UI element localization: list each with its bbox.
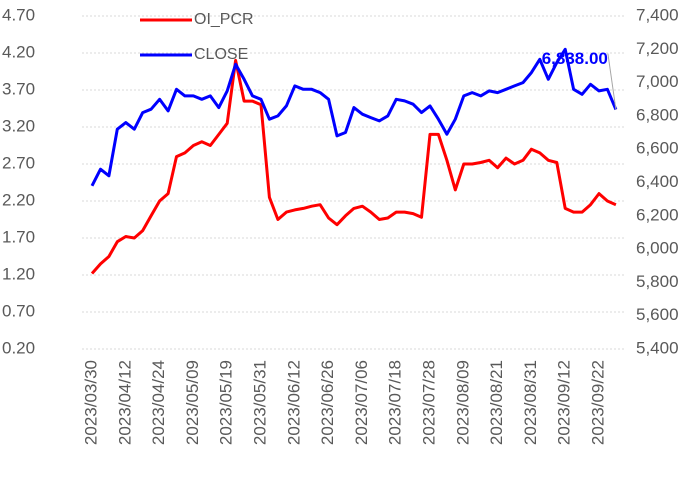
- y2-tick-label: 5,400: [636, 338, 679, 357]
- y-tick-label: 1.70: [2, 227, 35, 246]
- x-tick-label: 2023/04/12: [115, 360, 134, 445]
- y2-tick-label: 7,400: [636, 5, 679, 24]
- y-tick-label: 1.20: [2, 264, 35, 283]
- y2-tick-label: 6,000: [636, 239, 679, 258]
- y-tick-label: 4.20: [2, 42, 35, 61]
- x-tick-label: 2023/07/18: [386, 360, 405, 445]
- y2-tick-label: 6,600: [636, 139, 679, 158]
- x-tick-label: 2023/08/09: [453, 360, 472, 445]
- legend-label: OI_PCR: [194, 11, 254, 28]
- data-label: 6,838.00: [542, 49, 608, 68]
- x-tick-label: 2023/09/22: [588, 360, 607, 445]
- legend-label: CLOSE: [194, 46, 248, 63]
- y2-tick-label: 7,200: [636, 39, 679, 58]
- x-tick-label: 2023/04/24: [149, 360, 168, 445]
- x-tick-label: 2023/06/26: [318, 360, 337, 445]
- series-line: [90, 58, 617, 275]
- y-tick-label: 2.20: [2, 190, 35, 209]
- x-tick-label: 2023/07/28: [419, 360, 438, 445]
- x-tick-label: 2023/06/12: [284, 360, 303, 445]
- y2-tick-label: 6,400: [636, 172, 679, 191]
- series-line: [90, 47, 618, 187]
- y2-tick-label: 7,000: [636, 72, 679, 91]
- y-tick-label: 0.20: [2, 338, 35, 357]
- y2-tick-label: 5,800: [636, 272, 679, 291]
- label-leader: [607, 53, 617, 110]
- x-tick-label: 2023/03/30: [81, 360, 100, 445]
- x-tick-label: 2023/09/12: [555, 360, 574, 445]
- x-tick-label: 2023/07/06: [352, 360, 371, 445]
- x-tick-label: 2023/08/21: [487, 360, 506, 445]
- x-tick-label: 2023/08/31: [521, 360, 540, 445]
- y-tick-label: 0.70: [2, 301, 35, 320]
- y-tick-label: 2.70: [2, 153, 35, 172]
- x-tick-label: 2023/05/09: [183, 360, 202, 445]
- x-tick-label: 2023/05/19: [217, 360, 236, 445]
- y2-tick-label: 6,800: [636, 105, 679, 124]
- y2-tick-label: 5,600: [636, 305, 679, 324]
- y-tick-label: 3.70: [2, 79, 35, 98]
- x-tick-label: 2023/05/31: [250, 360, 269, 445]
- y2-tick-label: 6,200: [636, 205, 679, 224]
- y-tick-label: 4.70: [2, 5, 35, 24]
- y-tick-label: 3.20: [2, 116, 35, 135]
